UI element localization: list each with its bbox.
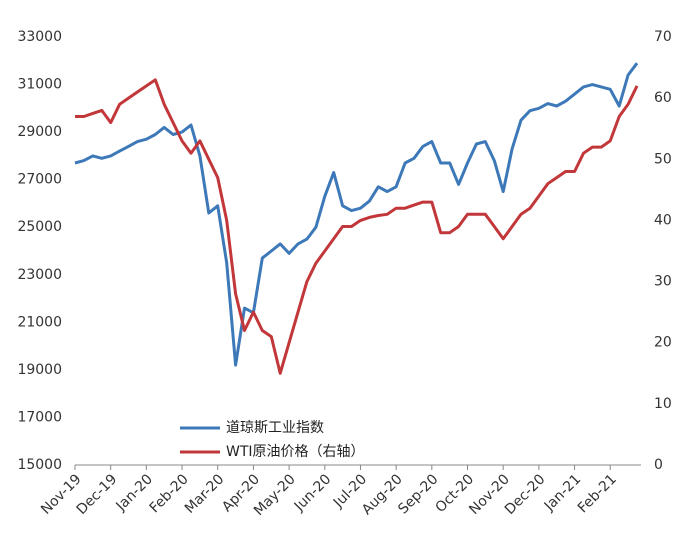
legend-label: WTI原油价格（右轴） — [226, 444, 365, 460]
x-tick-label: Feb-21 — [575, 471, 620, 516]
x-tick-label: Dec-20 — [502, 471, 549, 518]
y-tick-label: 23000 — [17, 267, 62, 283]
y-tick-label: 19000 — [17, 362, 62, 378]
x-tick-label: Sep-20 — [395, 471, 441, 517]
y-tick-label: 25000 — [17, 219, 62, 235]
y2-tick-label: 20 — [654, 335, 672, 351]
y2-tick-label: 50 — [654, 151, 672, 167]
y-tick-label: 21000 — [17, 314, 62, 330]
y-tick-label: 27000 — [17, 172, 62, 188]
legend-label: 道琼斯工业指数 — [226, 420, 324, 436]
y2-tick-label: 70 — [654, 29, 672, 45]
y-tick-label: 31000 — [17, 77, 62, 93]
y2-tick-label: 10 — [654, 396, 672, 412]
y2-tick-label: 30 — [654, 274, 672, 290]
series-line — [74, 62, 639, 367]
y-tick-label: 15000 — [17, 457, 62, 473]
x-tick-label: Mar-20 — [182, 471, 228, 517]
x-tick-label: Aug-20 — [359, 471, 406, 518]
x-tick-label: Jun-20 — [291, 471, 335, 515]
y2-tick-label: 40 — [654, 212, 672, 228]
x-tick-label: Dec-19 — [74, 471, 121, 518]
y-tick-label: 17000 — [17, 409, 62, 425]
y-tick-label: 33000 — [17, 29, 62, 45]
y2-tick-label: 0 — [654, 457, 663, 473]
series-line — [75, 78, 639, 375]
y-tick-label: 29000 — [17, 124, 62, 140]
y2-tick-label: 60 — [654, 90, 672, 106]
